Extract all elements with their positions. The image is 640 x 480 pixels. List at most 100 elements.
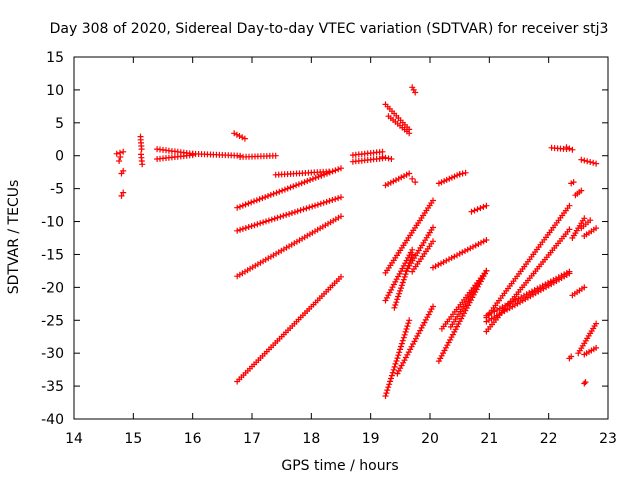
x-tick-label: 19 bbox=[362, 431, 380, 447]
x-tick-label: 15 bbox=[124, 431, 142, 447]
axis-ticks: 14 15 16 17 18 19 20 21 22 23 15 10 5 0 -5 -10 -15 -20 -25… bbox=[41, 50, 617, 447]
data-point-markers bbox=[137, 133, 145, 153]
data-point-markers bbox=[382, 101, 413, 133]
data-point-markers bbox=[116, 154, 124, 164]
data-track bbox=[116, 154, 124, 164]
data-point-markers bbox=[575, 320, 600, 357]
x-tick-label: 14 bbox=[65, 431, 83, 447]
data-track bbox=[137, 133, 145, 153]
data-point-markers bbox=[234, 194, 344, 234]
data-point-markers bbox=[430, 237, 490, 271]
y-tick-label: -10 bbox=[41, 215, 64, 231]
y-tick-label: 15 bbox=[46, 50, 64, 66]
data-track bbox=[189, 150, 244, 159]
data-point-markers bbox=[154, 152, 196, 162]
data-track bbox=[154, 152, 196, 162]
data-track bbox=[409, 238, 436, 275]
data-track bbox=[566, 353, 575, 362]
x-tick-label: 20 bbox=[421, 431, 439, 447]
data-track bbox=[138, 151, 146, 168]
data-point-markers bbox=[581, 344, 600, 358]
data-point-markers bbox=[403, 224, 436, 274]
data-point-markers bbox=[578, 217, 594, 232]
data-track bbox=[581, 344, 600, 358]
data-track bbox=[382, 170, 413, 189]
data-track bbox=[568, 179, 577, 187]
data-track bbox=[403, 224, 436, 274]
data-track bbox=[231, 130, 248, 142]
data-point-markers bbox=[447, 267, 490, 330]
data-point-markers bbox=[394, 303, 436, 377]
data-track bbox=[563, 144, 576, 153]
y-tick-label: 0 bbox=[55, 149, 64, 165]
data-track bbox=[382, 101, 413, 133]
data-point-markers bbox=[566, 353, 575, 362]
x-tick-label: 18 bbox=[302, 431, 320, 447]
data-point-markers bbox=[578, 156, 600, 167]
data-track bbox=[430, 237, 490, 271]
data-point-markers bbox=[234, 213, 344, 280]
data-point-markers bbox=[563, 144, 576, 153]
data-point-markers bbox=[138, 151, 146, 168]
data-track bbox=[578, 156, 600, 167]
data-point-markers bbox=[409, 84, 419, 96]
data-track bbox=[382, 246, 416, 304]
data-track bbox=[483, 268, 573, 319]
data-point-markers bbox=[234, 165, 344, 211]
data-track bbox=[118, 167, 127, 177]
data-point-markers bbox=[382, 170, 413, 189]
data-point-markers bbox=[382, 317, 413, 399]
data-track bbox=[409, 84, 419, 96]
x-tick-label: 17 bbox=[243, 431, 261, 447]
data-point-markers bbox=[409, 238, 436, 275]
y-tick-label: -20 bbox=[41, 280, 64, 296]
data-track bbox=[379, 154, 395, 162]
y-tick-label: -40 bbox=[41, 412, 64, 428]
x-tick-label: 22 bbox=[540, 431, 558, 447]
data-point-markers bbox=[118, 189, 127, 199]
data-track bbox=[234, 194, 344, 234]
data-track bbox=[581, 379, 589, 387]
data-track bbox=[234, 165, 344, 211]
data-track bbox=[394, 303, 436, 377]
data-track bbox=[385, 113, 413, 137]
data-point-markers bbox=[272, 168, 333, 178]
data-track bbox=[349, 155, 386, 165]
data-point-markers bbox=[572, 187, 585, 199]
y-tick-label: -15 bbox=[41, 247, 64, 263]
data-track bbox=[409, 175, 419, 186]
data-track bbox=[234, 213, 344, 280]
data-track bbox=[569, 284, 588, 299]
data-point-markers bbox=[568, 179, 577, 187]
data-point-markers bbox=[468, 202, 490, 215]
data-marks bbox=[113, 84, 600, 399]
data-point-markers bbox=[581, 379, 589, 387]
data-point-markers bbox=[385, 113, 413, 137]
data-track bbox=[234, 273, 344, 385]
y-tick-label: 5 bbox=[55, 116, 64, 132]
y-tick-label: -35 bbox=[41, 379, 64, 395]
data-track bbox=[572, 187, 585, 199]
data-track bbox=[113, 148, 127, 157]
data-point-markers bbox=[234, 273, 344, 385]
data-point-markers bbox=[456, 169, 469, 178]
data-point-markers bbox=[189, 150, 244, 159]
x-tick-label: 23 bbox=[599, 431, 617, 447]
data-point-markers bbox=[231, 130, 248, 142]
data-point-markers bbox=[118, 167, 127, 177]
data-track bbox=[349, 148, 386, 159]
data-track bbox=[382, 317, 413, 399]
y-tick-label: -5 bbox=[50, 182, 64, 198]
y-tick-label: -30 bbox=[41, 346, 64, 362]
data-track bbox=[447, 267, 490, 330]
data-track bbox=[118, 189, 127, 199]
y-tick-label: 10 bbox=[46, 83, 64, 99]
data-point-markers bbox=[409, 175, 419, 186]
data-point-markers bbox=[483, 268, 573, 319]
x-tick-label: 16 bbox=[184, 431, 202, 447]
data-point-markers bbox=[382, 197, 436, 276]
x-axis-label: GPS time / hours bbox=[281, 458, 398, 474]
data-point-markers bbox=[113, 148, 127, 157]
